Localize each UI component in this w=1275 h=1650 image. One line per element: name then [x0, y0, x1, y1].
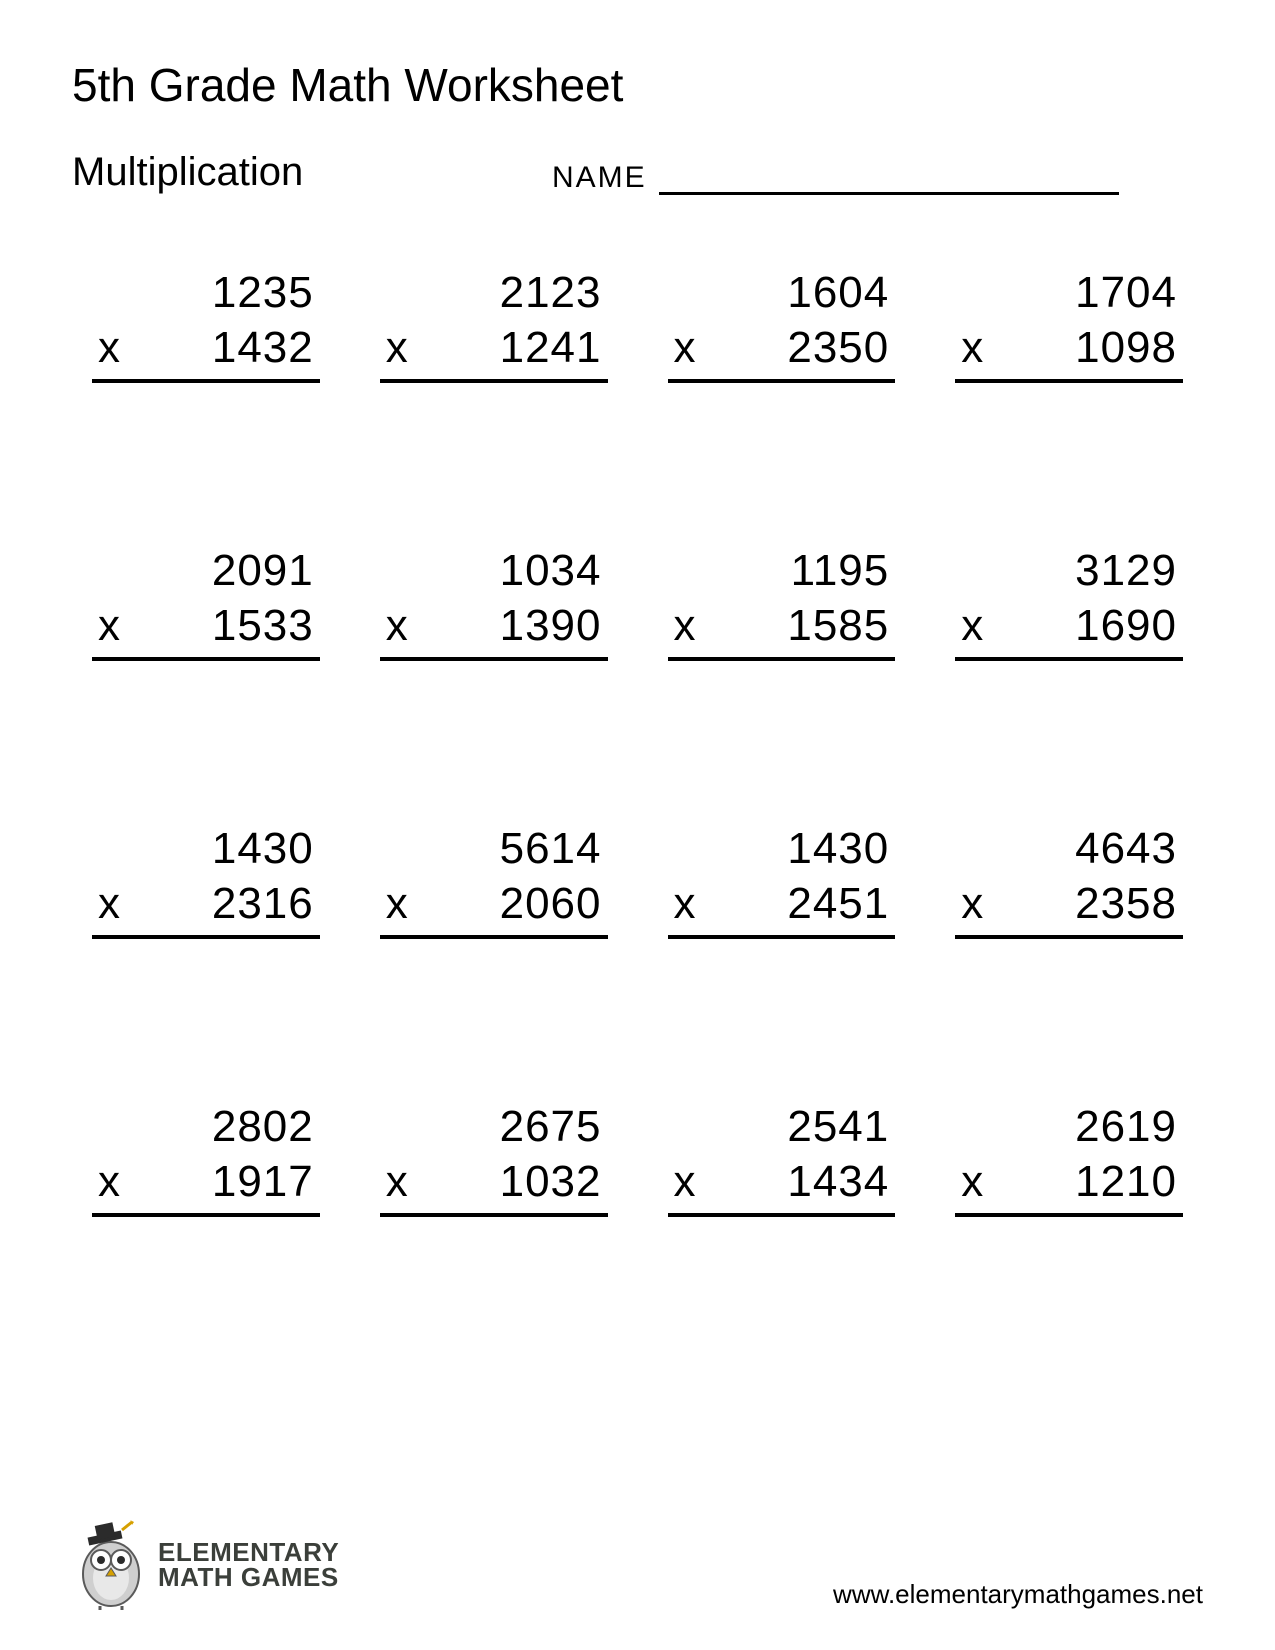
- multiplier-row: x 1210: [955, 1154, 1183, 1217]
- multiplier-row: x 2316: [92, 876, 320, 939]
- multiplier: 1098: [1075, 323, 1177, 372]
- multiplicand: 2675: [380, 1099, 608, 1154]
- multiplier-row: x 2358: [955, 876, 1183, 939]
- multiplication-problem: 2802x 1917: [92, 1099, 320, 1217]
- owl-icon: [72, 1520, 150, 1610]
- operator-symbol: x: [92, 598, 121, 653]
- operator-symbol: x: [668, 1154, 697, 1209]
- brand-logo: Elementary Math Games: [72, 1520, 339, 1610]
- multiplication-problem: 1195x 1585: [668, 543, 896, 661]
- multiplier-row: x 2350: [668, 320, 896, 383]
- multiplier: 1690: [1075, 601, 1177, 650]
- multiplicand: 1235: [92, 265, 320, 320]
- operator-symbol: x: [380, 876, 409, 931]
- multiplier: 1434: [787, 1157, 889, 1206]
- multiplier: 1241: [500, 323, 602, 372]
- multiplier: 2350: [787, 323, 889, 372]
- problem-grid: 1235x14322123x12411604x23501704x10982091…: [72, 265, 1203, 1217]
- multiplication-problem: 2619x 1210: [955, 1099, 1183, 1217]
- footer-url: www.elementarymathgames.net: [833, 1579, 1203, 1610]
- multiplier: 1390: [500, 601, 602, 650]
- operator-symbol: x: [668, 320, 697, 375]
- operator-symbol: x: [380, 1154, 409, 1209]
- operator-symbol: x: [92, 1154, 121, 1209]
- subheader: Multiplication NAME: [72, 150, 1203, 195]
- multiplier-row: x 2060: [380, 876, 608, 939]
- operator-symbol: x: [92, 876, 121, 931]
- multiplication-problem: 4643x 2358: [955, 821, 1183, 939]
- operator-symbol: x: [955, 1154, 984, 1209]
- brand-logo-text: Elementary Math Games: [158, 1540, 339, 1589]
- multiplicand: 2802: [92, 1099, 320, 1154]
- operator-symbol: x: [668, 876, 697, 931]
- multiplication-problem: 5614x 2060: [380, 821, 608, 939]
- multiplication-problem: 2123x 1241: [380, 265, 608, 383]
- operator-symbol: x: [955, 598, 984, 653]
- multiplication-problem: 1430x 2451: [668, 821, 896, 939]
- multiplicand: 3129: [955, 543, 1183, 598]
- multiplier-row: x 1241: [380, 320, 608, 383]
- multiplier: 1210: [1075, 1157, 1177, 1206]
- brand-logo-line2: Math Games: [158, 1565, 339, 1590]
- multiplier: 1032: [500, 1157, 602, 1206]
- worksheet-subtitle: Multiplication: [72, 150, 552, 195]
- multiplicand: 1195: [668, 543, 896, 598]
- multiplication-problem: 2541x 1434: [668, 1099, 896, 1217]
- multiplicand: 5614: [380, 821, 608, 876]
- multiplier: 1432: [212, 323, 314, 372]
- multiplicand: 1430: [92, 821, 320, 876]
- operator-symbol: x: [955, 320, 984, 375]
- multiplication-problem: 1034x 1390: [380, 543, 608, 661]
- multiplier: 2358: [1075, 879, 1177, 928]
- multiplicand: 2619: [955, 1099, 1183, 1154]
- multiplier: 1585: [787, 601, 889, 650]
- multiplicand: 2541: [668, 1099, 896, 1154]
- multiplier-row: x 1434: [668, 1154, 896, 1217]
- multiplier-row: x 2451: [668, 876, 896, 939]
- multiplicand: 2091: [92, 543, 320, 598]
- multiplicand: 1034: [380, 543, 608, 598]
- multiplier-row: x 1390: [380, 598, 608, 661]
- multiplier: 2316: [212, 879, 314, 928]
- multiplication-problem: 2675x 1032: [380, 1099, 608, 1217]
- multiplier: 1533: [212, 601, 314, 650]
- multiplication-problem: 1235x 1432: [92, 265, 320, 383]
- multiplier: 2060: [500, 879, 602, 928]
- operator-symbol: x: [92, 320, 121, 375]
- multiplicand: 4643: [955, 821, 1183, 876]
- multiplier-row: x 1032: [380, 1154, 608, 1217]
- page-footer: Elementary Math Games www.elementarymath…: [72, 1520, 1203, 1610]
- multiplicand: 1604: [668, 265, 896, 320]
- multiplication-problem: 1704x 1098: [955, 265, 1183, 383]
- multiplier-row: x 1917: [92, 1154, 320, 1217]
- page-title: 5th Grade Math Worksheet: [72, 58, 1203, 112]
- multiplier-row: x 1533: [92, 598, 320, 661]
- multiplication-problem: 3129x 1690: [955, 543, 1183, 661]
- multiplication-problem: 1604x 2350: [668, 265, 896, 383]
- multiplication-problem: 1430x 2316: [92, 821, 320, 939]
- operator-symbol: x: [668, 598, 697, 653]
- multiplicand: 1704: [955, 265, 1183, 320]
- multiplicand: 1430: [668, 821, 896, 876]
- multiplier: 1917: [212, 1157, 314, 1206]
- multiplier-row: x 1585: [668, 598, 896, 661]
- multiplier-row: x 1432: [92, 320, 320, 383]
- operator-symbol: x: [380, 320, 409, 375]
- name-input-line[interactable]: [659, 165, 1119, 195]
- name-label: NAME: [552, 161, 647, 195]
- multiplication-problem: 2091x 1533: [92, 543, 320, 661]
- multiplier-row: x 1098: [955, 320, 1183, 383]
- multiplicand: 2123: [380, 265, 608, 320]
- multiplier-row: x 1690: [955, 598, 1183, 661]
- operator-symbol: x: [955, 876, 984, 931]
- multiplier: 2451: [787, 879, 889, 928]
- operator-symbol: x: [380, 598, 409, 653]
